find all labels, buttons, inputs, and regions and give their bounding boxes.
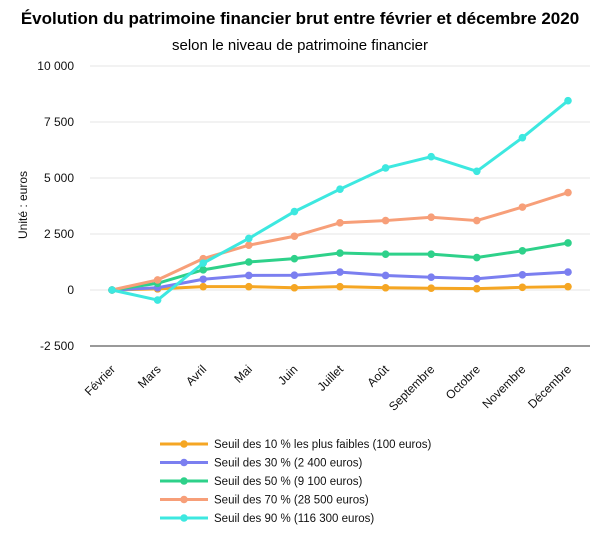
data-point <box>564 188 572 197</box>
grid-lines <box>90 65 590 347</box>
legend-label: Seuil des 90 % (116 300 euros) <box>214 513 374 525</box>
data-point <box>199 282 207 291</box>
x-axis-ticks: Février Mars Avril Mai Juin Juillet AoûtSeptem… <box>82 362 575 414</box>
legend-marker <box>180 514 188 522</box>
data-point <box>518 133 527 142</box>
data-point <box>473 216 481 225</box>
legend-label: Seuil des 10 % les plus faibles (100 eur… <box>214 439 432 451</box>
data-point <box>381 271 390 280</box>
legend-marker <box>180 458 188 467</box>
data-point <box>336 268 344 276</box>
series-lines <box>108 96 572 304</box>
y-tick-label: 0 <box>67 283 74 297</box>
legend-marker <box>180 440 188 448</box>
data-point <box>427 284 436 293</box>
data-point <box>290 232 299 241</box>
x-tick-label: Septembre <box>386 362 438 414</box>
data-point <box>153 276 162 284</box>
data-point <box>564 239 572 247</box>
x-tick-label: Février <box>82 362 118 398</box>
legend-item: Seuil des 70 % (28 500 euros) <box>160 495 369 507</box>
data-point <box>473 167 481 176</box>
x-tick-label: Octobre <box>443 362 483 402</box>
y-tick-label: 10 000 <box>37 59 74 73</box>
data-point <box>564 268 572 276</box>
y-tick-label: -2 500 <box>40 339 74 353</box>
y-tick-label: 5 000 <box>44 171 74 185</box>
data-point <box>199 275 207 284</box>
legend-item: Seuil des 90 % (116 300 euros) <box>160 513 374 525</box>
data-point <box>518 247 527 255</box>
chart-title: Évolution du patrimoine financier brut e… <box>20 9 580 28</box>
x-tick-label: Avril <box>183 362 209 388</box>
data-point <box>427 250 436 258</box>
y-tick-label: 2 500 <box>44 227 74 241</box>
data-point <box>564 96 572 105</box>
data-point <box>245 258 253 266</box>
y-axis-ticks: 10 000 7 500 5 000 2 500 0 -2 500 <box>37 59 74 353</box>
x-tick-label: Décembre <box>525 362 574 411</box>
data-point <box>473 275 481 283</box>
data-point <box>518 283 527 292</box>
data-point <box>153 296 162 304</box>
data-point <box>518 270 527 279</box>
data-point <box>290 207 299 216</box>
data-point <box>473 284 481 293</box>
x-tick-label: Mai <box>231 362 255 386</box>
data-point <box>245 271 253 280</box>
data-point <box>518 203 527 211</box>
data-point <box>245 282 253 291</box>
legend-marker <box>180 495 188 504</box>
legend-marker <box>180 477 188 485</box>
legend: Seuil des 10 % les plus faibles (100 eur… <box>160 439 432 525</box>
data-point <box>427 152 436 161</box>
series-5 <box>108 96 572 304</box>
x-tick-label: Novembre <box>479 362 528 411</box>
legend-label: Seuil des 70 % (28 500 euros) <box>214 495 369 507</box>
data-point <box>199 259 207 267</box>
data-point <box>336 282 344 291</box>
data-point <box>336 249 344 257</box>
x-tick-label: Juin <box>275 362 300 387</box>
data-point <box>381 164 390 172</box>
data-point <box>245 234 253 243</box>
legend-label: Seuil des 50 % (9 100 euros) <box>214 476 362 488</box>
data-point <box>381 250 390 258</box>
x-tick-label: Août <box>364 362 392 390</box>
data-point <box>427 213 436 221</box>
y-tick-label: 7 500 <box>44 115 74 129</box>
data-point <box>381 216 390 225</box>
x-tick-label: Juillet <box>315 362 347 394</box>
data-point <box>290 271 299 280</box>
data-point <box>199 266 207 274</box>
data-point <box>290 283 299 292</box>
data-point <box>564 282 572 291</box>
legend-item: Seuil des 50 % (9 100 euros) <box>160 476 362 488</box>
legend-item: Seuil des 30 % (2 400 euros) <box>160 458 362 470</box>
data-point <box>427 273 436 282</box>
x-tick-label: Mars <box>135 362 164 391</box>
data-point <box>473 253 481 262</box>
legend-item: Seuil des 10 % les plus faibles (100 eur… <box>160 439 432 451</box>
series-4 <box>108 188 572 294</box>
legend-label: Seuil des 30 % (2 400 euros) <box>214 458 362 470</box>
data-point <box>336 219 344 227</box>
chart-subtitle: selon le niveau de patrimoine financier <box>172 37 428 54</box>
data-point <box>108 286 116 294</box>
data-point <box>381 283 390 292</box>
data-point <box>290 254 299 263</box>
data-point <box>336 185 344 193</box>
y-axis-label: Unité : euros <box>16 171 30 239</box>
data-point <box>245 241 253 249</box>
